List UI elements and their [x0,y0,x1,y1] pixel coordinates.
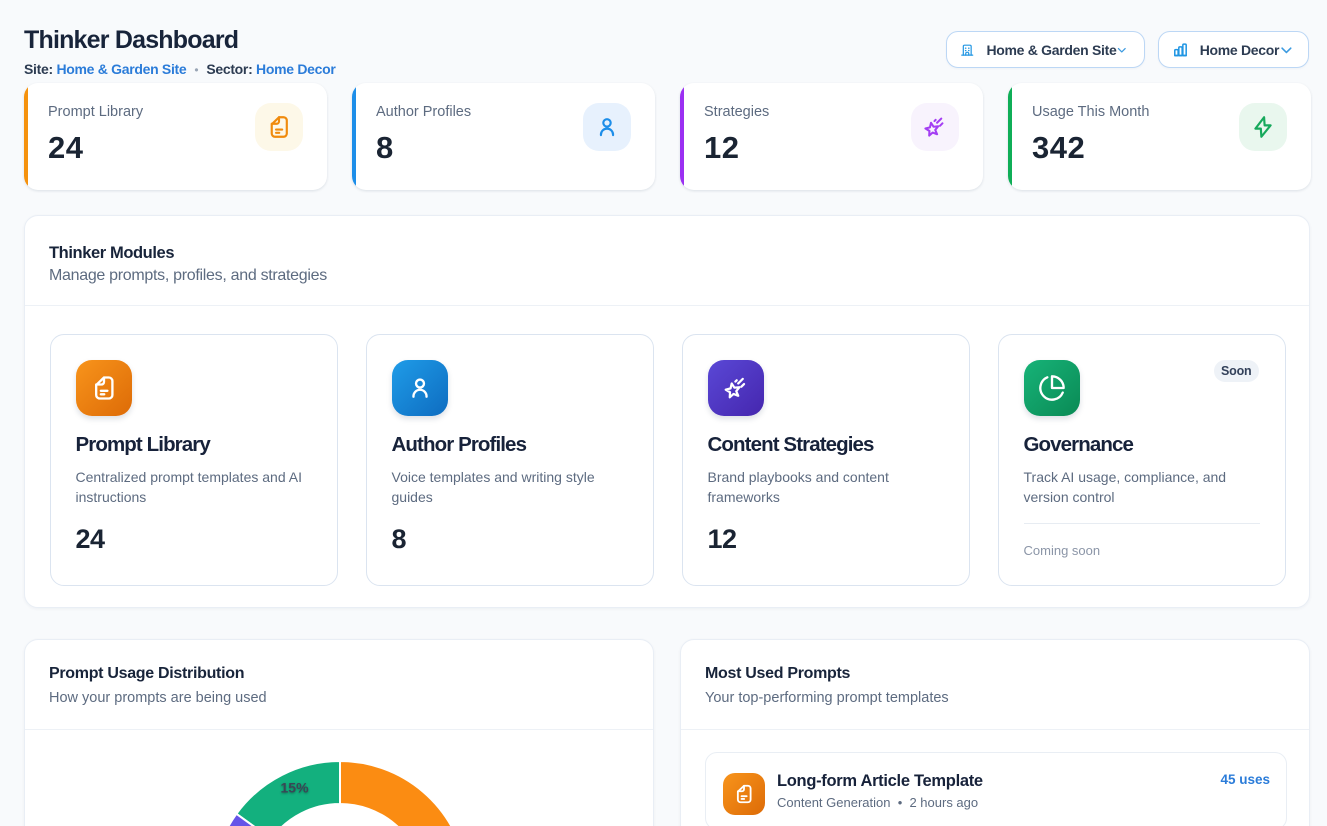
svg-text:15%: 15% [281,780,310,796]
